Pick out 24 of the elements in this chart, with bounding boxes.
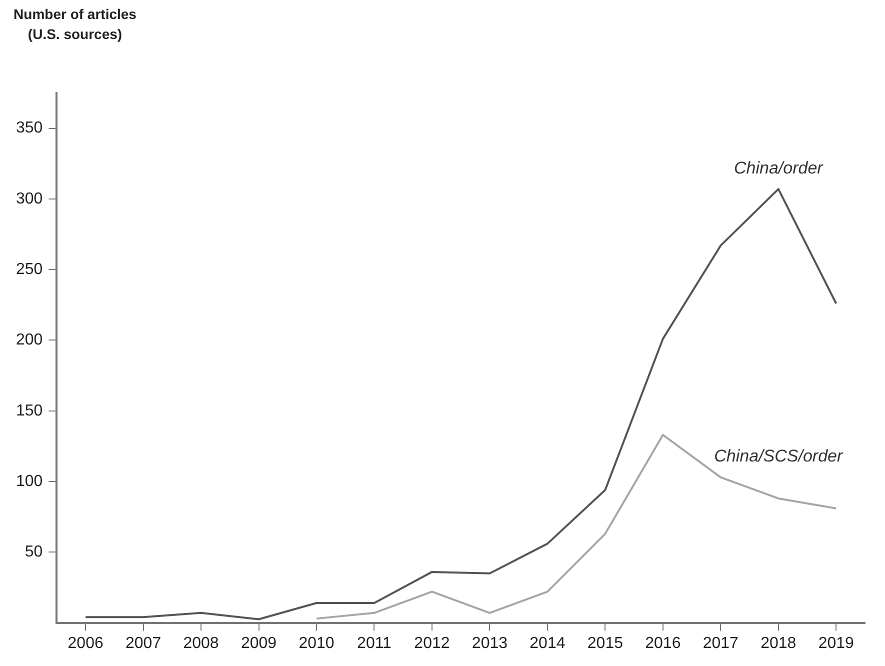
- x-tick-label: 2011: [357, 634, 392, 652]
- x-tick-label: 2007: [126, 634, 162, 652]
- series-label: China/order: [734, 158, 824, 178]
- y-tick-label: 200: [16, 332, 43, 349]
- x-tick-label: 2010: [298, 634, 334, 652]
- x-tick-label: 2018: [760, 634, 796, 652]
- x-tick-label: 2008: [183, 634, 219, 652]
- x-tick-label: 2006: [68, 634, 104, 652]
- series-label: China/SCS/order: [714, 446, 844, 466]
- y-tick-label: 300: [16, 190, 43, 208]
- x-tick-label: 2009: [240, 634, 277, 652]
- y-tick-label: 150: [16, 402, 43, 420]
- y-tick-label: 100: [16, 472, 43, 490]
- x-tick-label: 2013: [472, 634, 508, 652]
- y-tick-label: 350: [16, 120, 43, 137]
- x-tick-label: 2019: [818, 634, 854, 652]
- x-tick-label: 2016: [645, 634, 681, 652]
- y-axis-title: Number of articles (U.S. sources): [12, 5, 138, 44]
- x-tick-label: 2017: [702, 634, 739, 652]
- x-tick-label: 2015: [587, 634, 624, 652]
- x-tick-label: 2014: [530, 634, 566, 652]
- x-tick-label: 2012: [414, 634, 450, 652]
- y-tick-label: 50: [24, 544, 43, 561]
- y-tick-label: 250: [16, 261, 43, 278]
